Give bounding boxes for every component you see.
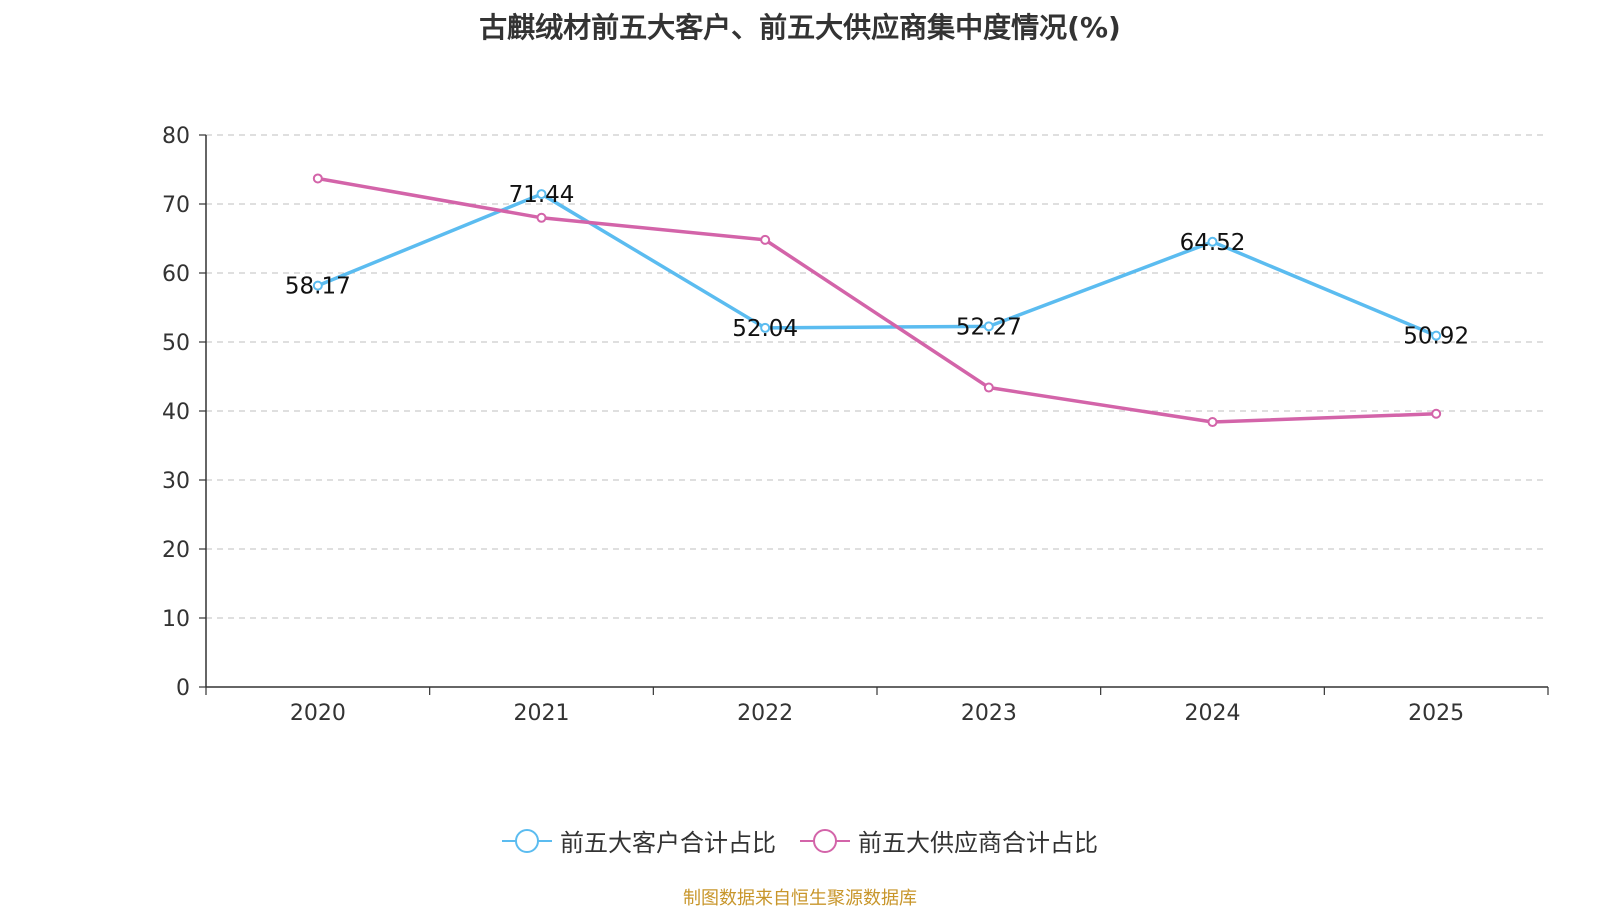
- grid-lines: [206, 134, 1548, 619]
- chart-title: 古麒绒材前五大客户、前五大供应商集中度情况(%): [479, 11, 1121, 44]
- legend-label-customers: 前五大客户合计占比: [560, 829, 776, 857]
- legend: 前五大客户合计占比 前五大供应商合计占比: [0, 823, 1600, 858]
- y-tick-label: 50: [162, 331, 190, 356]
- data-point: [1431, 330, 1442, 341]
- legend-label-suppliers: 前五大供应商合计占比: [858, 829, 1098, 857]
- data-point: [1207, 236, 1218, 247]
- y-tick-label: 60: [162, 262, 190, 287]
- data-label: 52.04: [732, 316, 798, 342]
- x-tick-label: 2020: [290, 701, 346, 726]
- data-label: 64.52: [1180, 230, 1246, 256]
- data-label: 58.17: [285, 274, 351, 300]
- data-point: [1207, 417, 1218, 428]
- data-point: [312, 173, 323, 184]
- series-line-0: [317, 192, 1437, 338]
- y-tick-label: 30: [162, 469, 190, 494]
- series-line-1: [317, 176, 1437, 424]
- y-axis-ticks: 0 10 20 30 40 50 60 70 80: [162, 124, 206, 701]
- data-point: [312, 280, 323, 291]
- data-label: 50.92: [1403, 324, 1469, 350]
- x-tick-label: 2022: [737, 701, 793, 726]
- series-layer: [312, 173, 1442, 428]
- x-tick-label: 2023: [961, 701, 1017, 726]
- data-point: [760, 322, 771, 333]
- data-point: [760, 234, 771, 245]
- y-tick-label: 70: [162, 193, 190, 218]
- legend-item-suppliers[interactable]: 前五大供应商合计占比: [800, 823, 1098, 858]
- data-labels: 58.17 71.44 52.04 52.27 64.52 50.92: [285, 182, 1469, 350]
- legend-swatch-customers-icon: [502, 828, 552, 853]
- data-label: 52.27: [956, 314, 1022, 340]
- data-point: [536, 189, 547, 200]
- data-point: [536, 212, 547, 223]
- y-tick-label: 40: [162, 400, 190, 425]
- legend-swatch-suppliers-icon: [800, 828, 850, 853]
- y-tick-label: 0: [176, 676, 190, 701]
- x-tick-label: 2024: [1185, 701, 1241, 726]
- y-tick-label: 80: [162, 124, 190, 149]
- x-axis-ticks: 2020 2021 2022 2023 2024 2025: [205, 687, 1549, 726]
- data-label: 71.44: [509, 182, 575, 208]
- data-point: [983, 321, 994, 332]
- data-point: [983, 382, 994, 393]
- data-point: [1431, 408, 1442, 419]
- x-tick-label: 2021: [514, 701, 570, 726]
- source-note: 制图数据来自恒生聚源数据库: [683, 888, 917, 909]
- y-tick-label: 10: [162, 607, 190, 632]
- y-tick-label: 20: [162, 538, 190, 563]
- legend-item-customers[interactable]: 前五大客户合计占比: [502, 823, 776, 858]
- x-tick-label: 2025: [1408, 701, 1464, 726]
